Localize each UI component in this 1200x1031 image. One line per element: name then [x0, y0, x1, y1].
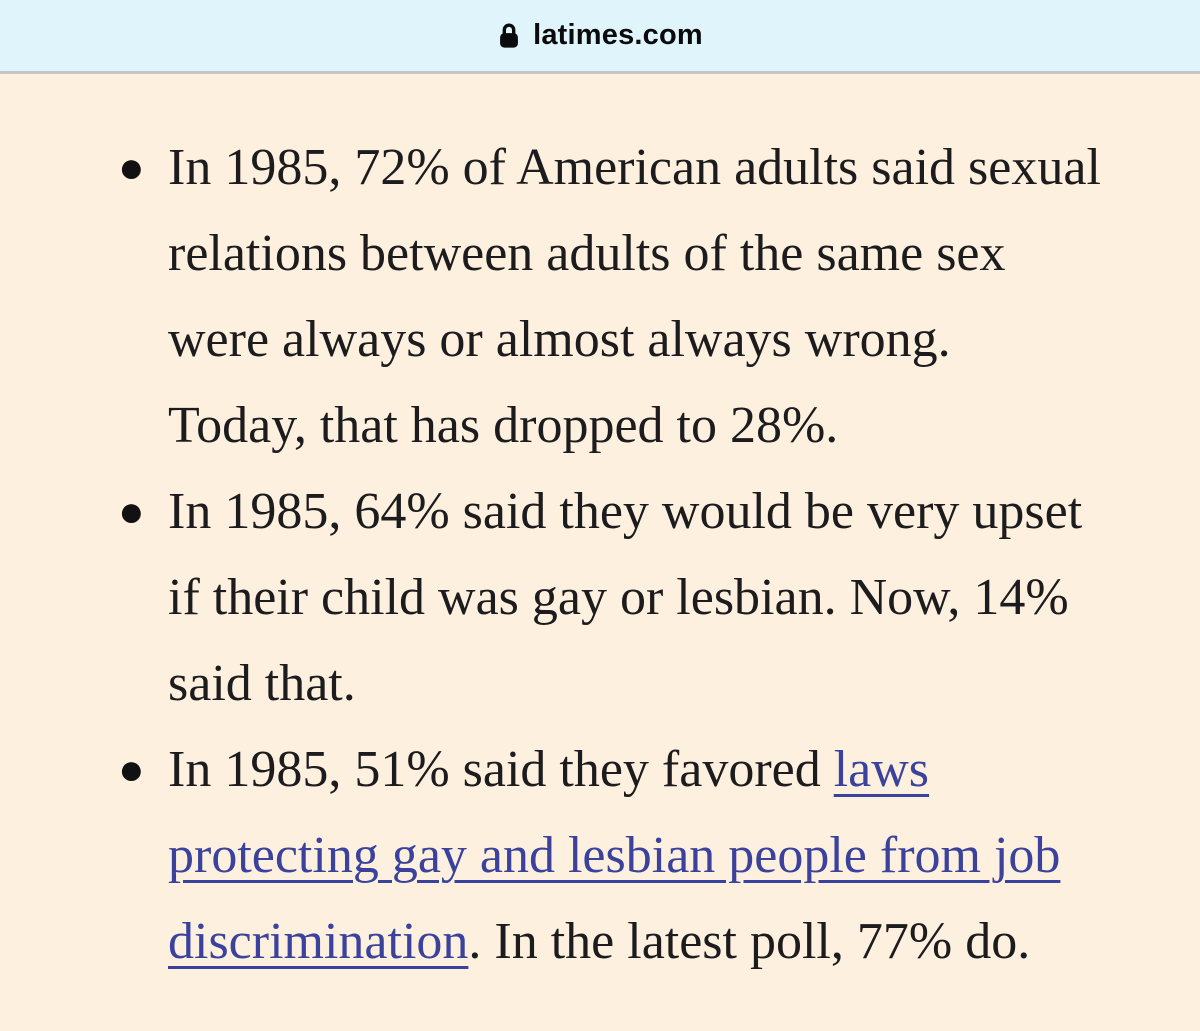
text-line: In 1985, 64% said they would be very ups… — [168, 469, 1200, 555]
text-segment: Today, that has dropped to 28%. — [168, 397, 839, 454]
text-segment: if their child was gay or lesbian. Now, … — [168, 569, 1069, 626]
lock-icon — [497, 20, 521, 50]
inline-link[interactable]: protecting gay and lesbian people from j… — [168, 827, 1061, 884]
text-segment: In 1985, 51% said they favored — [168, 741, 834, 798]
text-segment: In 1985, 64% said they would be very ups… — [168, 483, 1083, 540]
text-segment: said that. — [168, 655, 356, 712]
text-line: In 1985, 72% of American adults said sex… — [168, 125, 1200, 211]
list-item: ● In 1985, 51% said they favored laws prot… — [118, 727, 1200, 985]
browser-url-bar[interactable]: latimes.com — [0, 0, 1200, 74]
text-segment: relations between adults of the same sex — [168, 225, 1006, 282]
bullet-marker-icon: ● — [118, 143, 145, 192]
text-segment: In 1985, 72% of American adults said sex… — [168, 139, 1101, 196]
bullet-marker-icon: ● — [118, 487, 145, 536]
list-item: ● In 1985, 72% of American adults said se… — [118, 125, 1200, 469]
text-line: discrimination. In the latest poll, 77% … — [168, 899, 1200, 985]
inline-link[interactable]: laws — [833, 741, 930, 798]
text-line: relations between adults of the same sex — [168, 211, 1200, 297]
text-line: Today, that has dropped to 28%. — [168, 383, 1200, 469]
url-text: latimes.com — [533, 19, 703, 51]
article-content: ● In 1985, 72% of American adults said se… — [0, 74, 1200, 1031]
list-item: ● In 1985, 64% said they would be very up… — [118, 469, 1200, 727]
inline-link[interactable]: discrimination — [168, 913, 469, 970]
bullet-list: ● In 1985, 72% of American adults said se… — [0, 125, 1200, 985]
text-line: if their child was gay or lesbian. Now, … — [168, 555, 1200, 641]
text-line: were always or almost always wrong. — [168, 297, 1200, 383]
bullet-marker-icon: ● — [118, 745, 145, 794]
text-line: said that. — [168, 641, 1200, 727]
text-segment: were always or almost always wrong. — [168, 311, 951, 368]
text-line: In 1985, 51% said they favored laws — [168, 727, 1200, 813]
text-line: protecting gay and lesbian people from j… — [168, 813, 1200, 899]
text-segment: . In the latest poll, 77% do. — [468, 913, 1031, 970]
